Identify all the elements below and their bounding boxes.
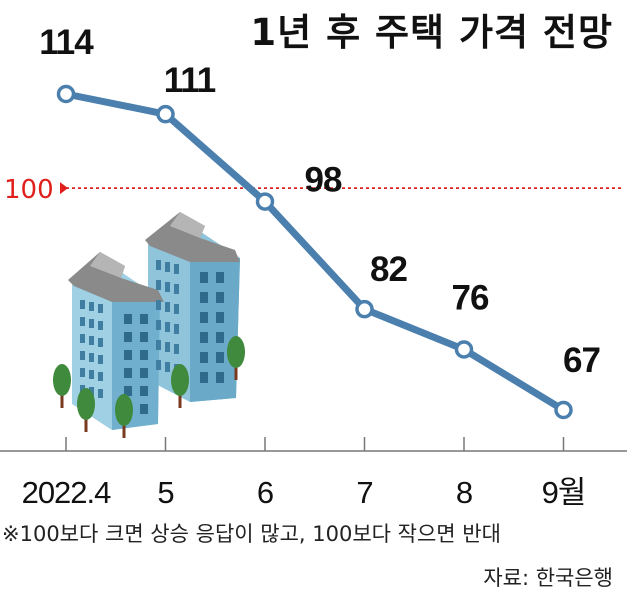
data-point <box>554 400 573 420</box>
chart-title: 1년 후 주택 가격 전망 <box>250 11 613 54</box>
x-tick-label: 9월 <box>542 475 586 510</box>
data-label: 67 <box>563 341 600 380</box>
x-tick-label: 5 <box>157 475 173 510</box>
x-tick-label: 2022.4 <box>22 475 112 510</box>
x-tick-label: 7 <box>356 475 372 510</box>
reference-line-marker <box>60 182 68 195</box>
data-point <box>454 340 474 359</box>
source-label: 자료: 한국은행 <box>483 566 613 590</box>
data-point <box>56 84 76 104</box>
data-point <box>255 192 275 211</box>
data-label: 82 <box>370 250 407 289</box>
data-point <box>355 299 374 319</box>
reference-line-label: 100 <box>4 175 54 205</box>
x-tick-label: 6 <box>257 475 273 510</box>
footnote: ※100보다 크면 상승 응답이 많고, 100보다 작으면 반대 <box>2 522 501 546</box>
data-label: 98 <box>305 161 342 200</box>
apartment-buildings-illustration <box>53 212 245 438</box>
data-point <box>156 104 175 124</box>
series-line <box>62 90 567 414</box>
data-label: 111 <box>164 61 216 100</box>
x-tick-label: 8 <box>456 475 472 510</box>
data-label: 114 <box>39 23 94 62</box>
data-label: 76 <box>452 278 489 317</box>
